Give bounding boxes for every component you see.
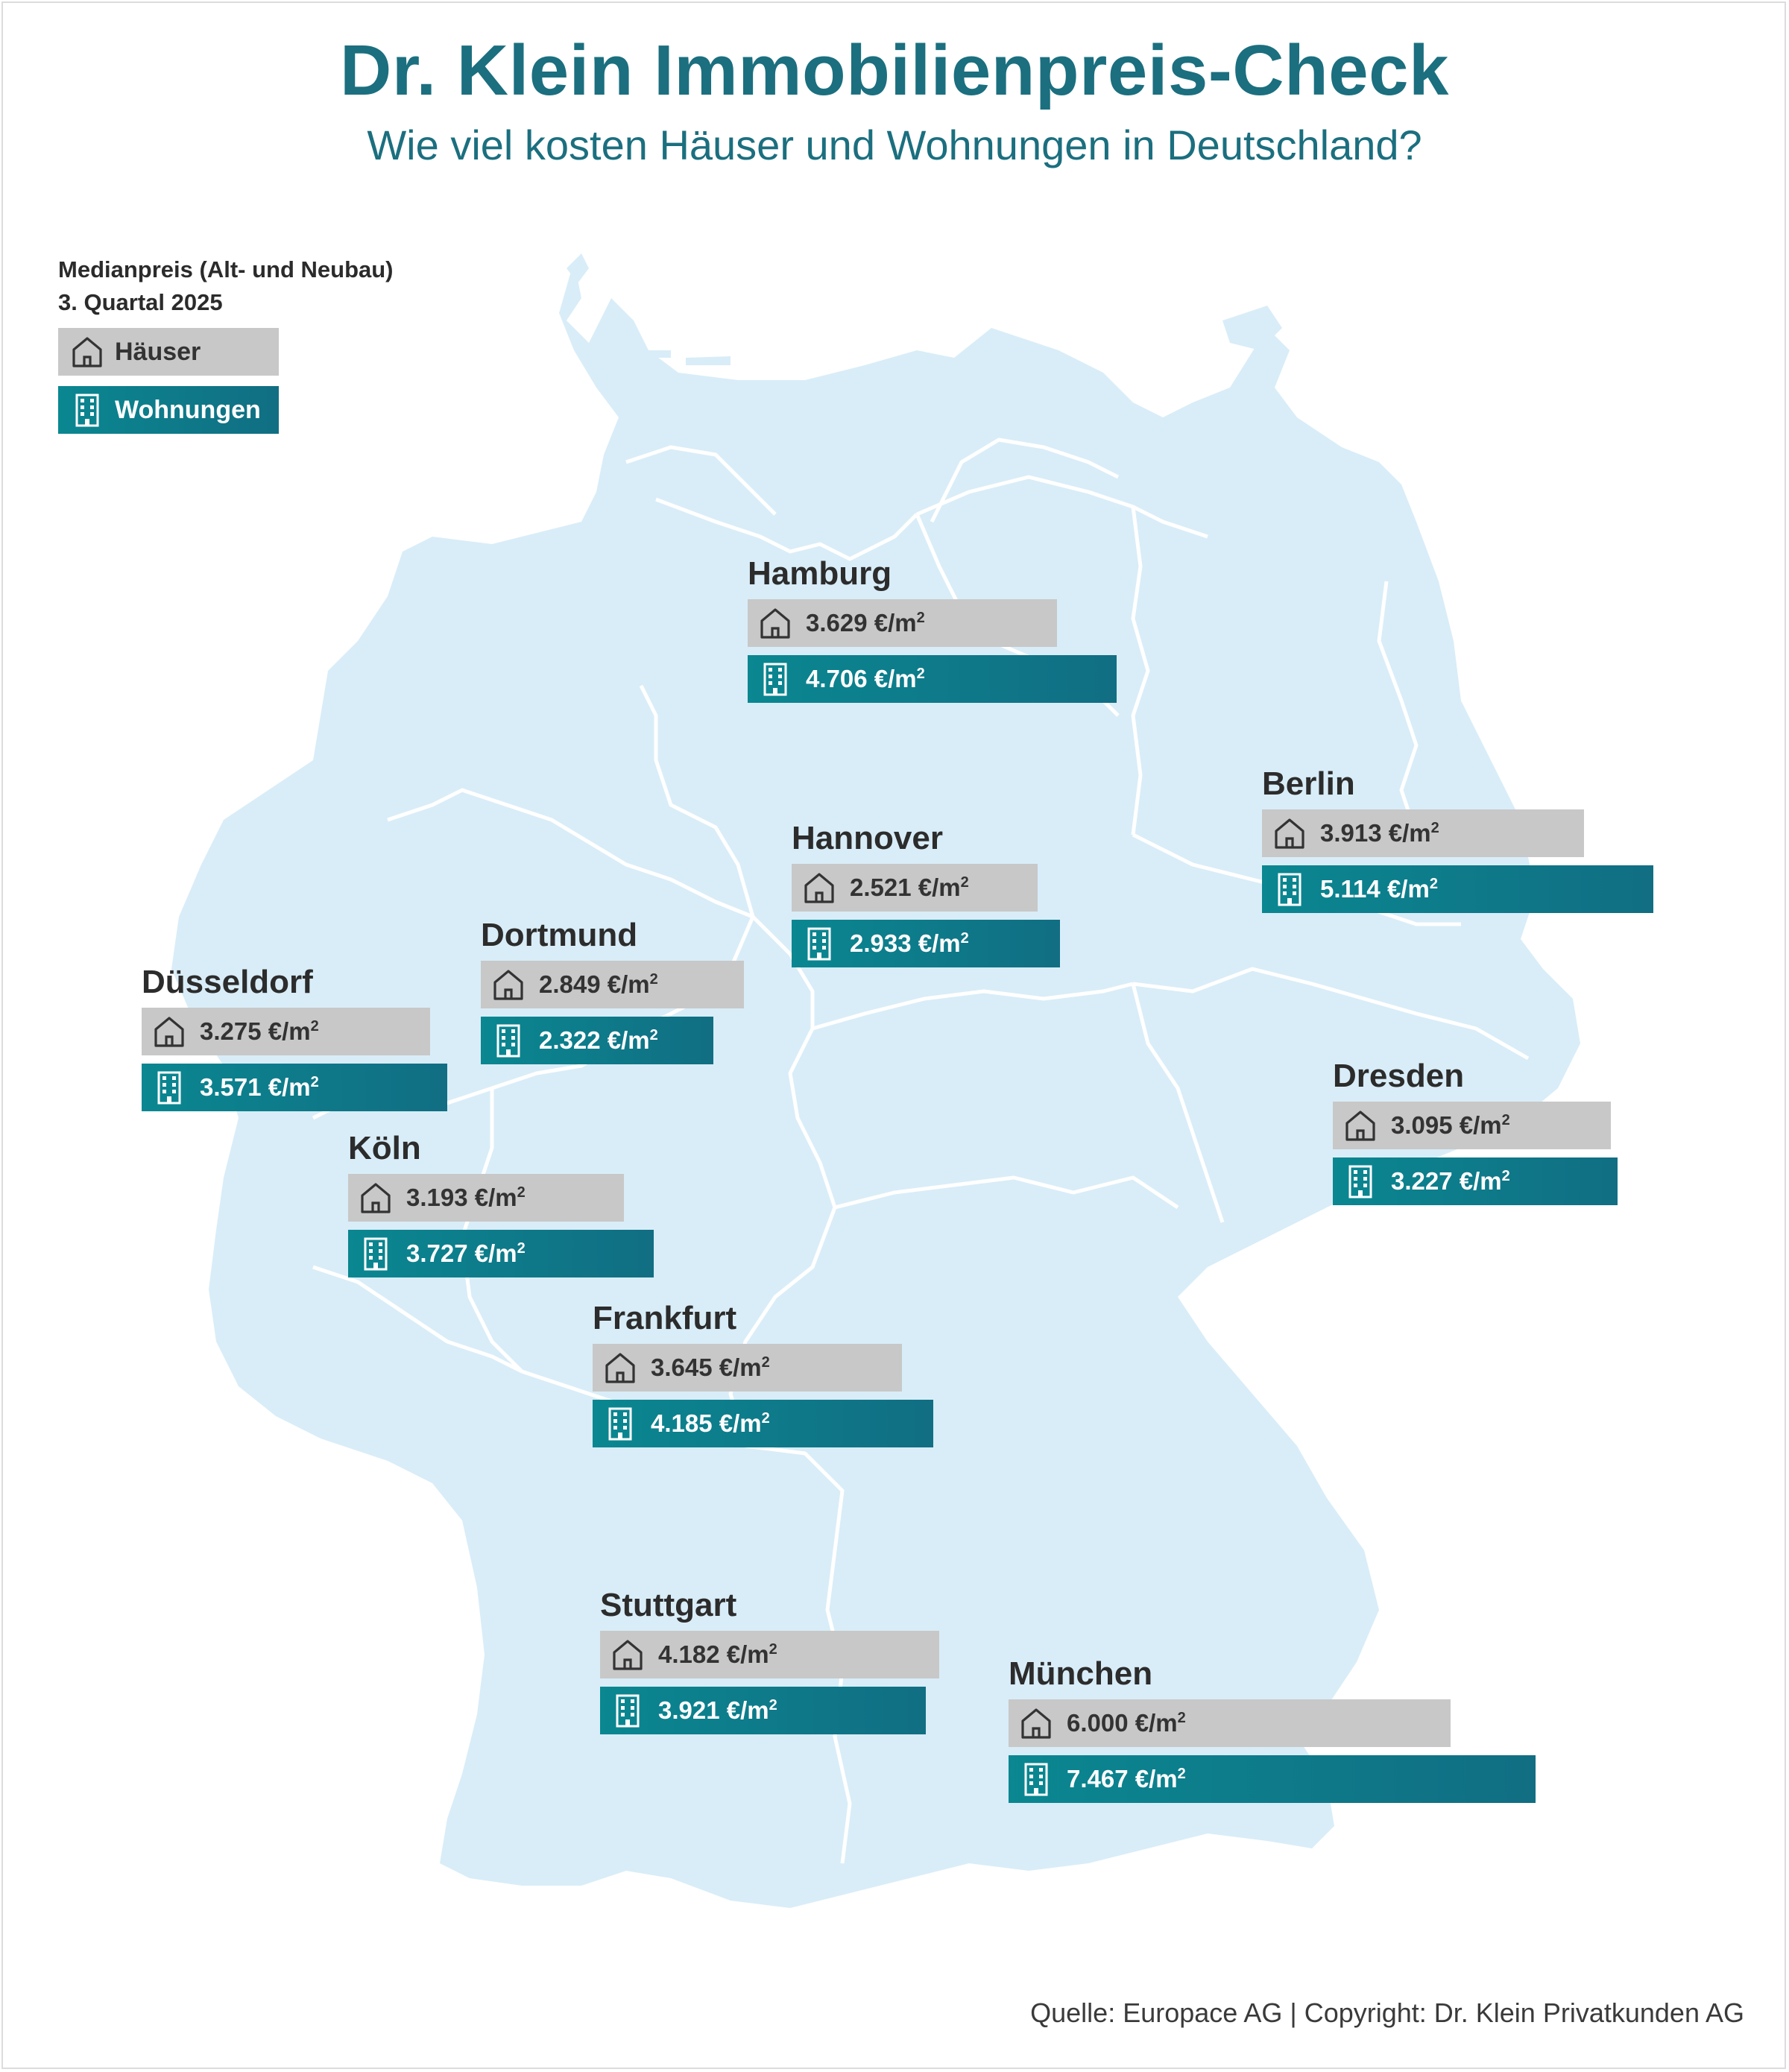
flats-price-bar: 7.467 €/m2 bbox=[1009, 1755, 1536, 1803]
houses-price: 2.521 €/m2 bbox=[850, 874, 969, 901]
apartment-building-icon bbox=[763, 663, 787, 696]
city-berlin: Berlin 3.913 €/m2 5.114 €/m2 bbox=[1262, 763, 1653, 913]
city-hannover: Hannover 2.521 €/m2 2.933 €/m2 bbox=[792, 818, 1060, 967]
houses-price: 3.645 €/m2 bbox=[651, 1354, 770, 1381]
house-icon bbox=[361, 1183, 391, 1213]
houses-price-bar: 4.182 €/m2 bbox=[600, 1631, 939, 1678]
house-icon bbox=[804, 873, 834, 903]
flats-price-bar: 4.185 €/m2 bbox=[593, 1400, 933, 1447]
legend-houses-label: Häuser bbox=[115, 337, 201, 366]
house-icon bbox=[613, 1640, 643, 1670]
houses-price-bar: 6.000 €/m2 bbox=[1009, 1699, 1451, 1747]
city-name: Dresden bbox=[1333, 1058, 1465, 1094]
houses-price-bar: 3.193 €/m2 bbox=[348, 1174, 624, 1222]
apartment-building-icon bbox=[608, 1407, 632, 1441]
flats-price-bar: 3.727 €/m2 bbox=[348, 1230, 654, 1277]
houses-price-bar: 2.849 €/m2 bbox=[481, 961, 744, 1008]
city-hamburg: Hamburg 3.629 €/m2 4.706 €/m2 bbox=[748, 553, 1117, 703]
flats-price-bar: 4.706 €/m2 bbox=[748, 655, 1117, 703]
apartment-building-icon bbox=[1278, 873, 1301, 906]
houses-price-bar: 3.629 €/m2 bbox=[748, 599, 1057, 647]
source-credit: Quelle: Europace AG | Copyright: Dr. Kle… bbox=[1030, 1997, 1744, 2028]
city-duesseldorf: Düsseldorf 3.275 €/m2 3.571 €/m2 bbox=[142, 961, 447, 1111]
flats-price: 3.571 €/m2 bbox=[200, 1073, 319, 1101]
apartment-building-icon bbox=[364, 1237, 388, 1271]
city-frankfurt: Frankfurt 3.645 €/m2 4.185 €/m2 bbox=[593, 1298, 933, 1447]
houses-price-bar: 3.275 €/m2 bbox=[142, 1008, 430, 1055]
germany-outline bbox=[171, 261, 1580, 1908]
house-icon bbox=[493, 970, 523, 1000]
houses-price: 4.182 €/m2 bbox=[658, 1640, 777, 1668]
city-name: Hamburg bbox=[748, 555, 892, 592]
flats-price: 3.727 €/m2 bbox=[406, 1239, 526, 1267]
flats-price-bar: 3.571 €/m2 bbox=[142, 1064, 447, 1111]
city-name: Berlin bbox=[1262, 765, 1355, 802]
city-name: Düsseldorf bbox=[142, 964, 313, 1000]
apartment-building-icon bbox=[75, 394, 99, 427]
house-icon bbox=[1021, 1708, 1051, 1739]
legend-caption-line2: 3. Quartal 2025 bbox=[58, 289, 223, 315]
city-name: München bbox=[1009, 1655, 1153, 1692]
flats-price-bar: 2.933 €/m2 bbox=[792, 920, 1060, 967]
flats-price: 3.921 €/m2 bbox=[658, 1696, 777, 1724]
city-name: Dortmund bbox=[481, 917, 638, 953]
houses-price-bar: 2.521 €/m2 bbox=[792, 864, 1038, 912]
houses-price: 2.849 €/m2 bbox=[539, 970, 658, 998]
legend-houses: Häuser bbox=[58, 328, 279, 376]
flats-price: 4.706 €/m2 bbox=[806, 665, 925, 692]
flats-price: 2.322 €/m2 bbox=[539, 1026, 658, 1054]
city-name: Frankfurt bbox=[593, 1300, 737, 1336]
apartment-building-icon bbox=[1348, 1165, 1372, 1198]
houses-price: 3.275 €/m2 bbox=[200, 1017, 319, 1045]
house-icon bbox=[154, 1017, 184, 1047]
flats-price-bar: 5.114 €/m2 bbox=[1262, 865, 1653, 913]
flats-price-bar: 2.322 €/m2 bbox=[481, 1017, 713, 1064]
house-icon bbox=[1275, 818, 1304, 849]
houses-price: 3.095 €/m2 bbox=[1391, 1111, 1510, 1139]
houses-price: 3.629 €/m2 bbox=[806, 609, 925, 637]
city-name: Stuttgart bbox=[600, 1587, 737, 1623]
flats-price: 4.185 €/m2 bbox=[651, 1409, 770, 1437]
house-icon bbox=[1345, 1111, 1375, 1141]
flats-price: 7.467 €/m2 bbox=[1067, 1765, 1186, 1793]
city-name: Hannover bbox=[792, 820, 943, 856]
flats-price: 5.114 €/m2 bbox=[1320, 875, 1438, 903]
legend-caption-line1: Medianpreis (Alt- und Neubau) bbox=[58, 256, 394, 282]
legend-flats-label: Wohnungen bbox=[115, 395, 261, 424]
house-icon bbox=[760, 608, 790, 639]
flats-price: 3.227 €/m2 bbox=[1391, 1167, 1510, 1195]
house-icon bbox=[72, 337, 102, 367]
city-stuttgart: Stuttgart 4.182 €/m2 3.921 €/m2 bbox=[600, 1585, 939, 1734]
apartment-building-icon bbox=[807, 927, 831, 961]
city-dresden: Dresden 3.095 €/m2 3.227 €/m2 bbox=[1333, 1055, 1618, 1205]
flats-price-bar: 3.227 €/m2 bbox=[1333, 1157, 1618, 1205]
apartment-building-icon bbox=[616, 1694, 640, 1728]
city-muenchen: München 6.000 €/m2 7.467 €/m2 bbox=[1009, 1653, 1536, 1803]
city-dortmund: Dortmund 2.849 €/m2 2.322 €/m2 bbox=[481, 915, 744, 1064]
houses-price: 3.193 €/m2 bbox=[406, 1184, 526, 1211]
page-title: Dr. Klein Immobilienpreis-Check bbox=[340, 31, 1449, 110]
houses-price-bar: 3.913 €/m2 bbox=[1262, 809, 1584, 857]
page-subtitle: Wie viel kosten Häuser und Wohnungen in … bbox=[367, 121, 1422, 168]
houses-price: 3.913 €/m2 bbox=[1320, 819, 1439, 847]
flats-price: 2.933 €/m2 bbox=[850, 929, 969, 957]
apartment-building-icon bbox=[1024, 1763, 1048, 1796]
city-koeln: Köln 3.193 €/m2 3.727 €/m2 bbox=[348, 1128, 654, 1277]
legend-caption: Medianpreis (Alt- und Neubau) 3. Quartal… bbox=[58, 253, 394, 319]
city-name: Köln bbox=[348, 1130, 421, 1166]
apartment-building-icon bbox=[496, 1024, 520, 1058]
flats-price-bar: 3.921 €/m2 bbox=[600, 1687, 926, 1734]
legend-flats: Wohnungen bbox=[58, 386, 279, 434]
houses-price-bar: 3.095 €/m2 bbox=[1333, 1102, 1611, 1149]
coastal-islands bbox=[567, 253, 1282, 365]
houses-price: 6.000 €/m2 bbox=[1067, 1709, 1186, 1737]
apartment-building-icon bbox=[157, 1071, 181, 1105]
house-icon bbox=[605, 1353, 635, 1383]
houses-price-bar: 3.645 €/m2 bbox=[593, 1344, 902, 1392]
